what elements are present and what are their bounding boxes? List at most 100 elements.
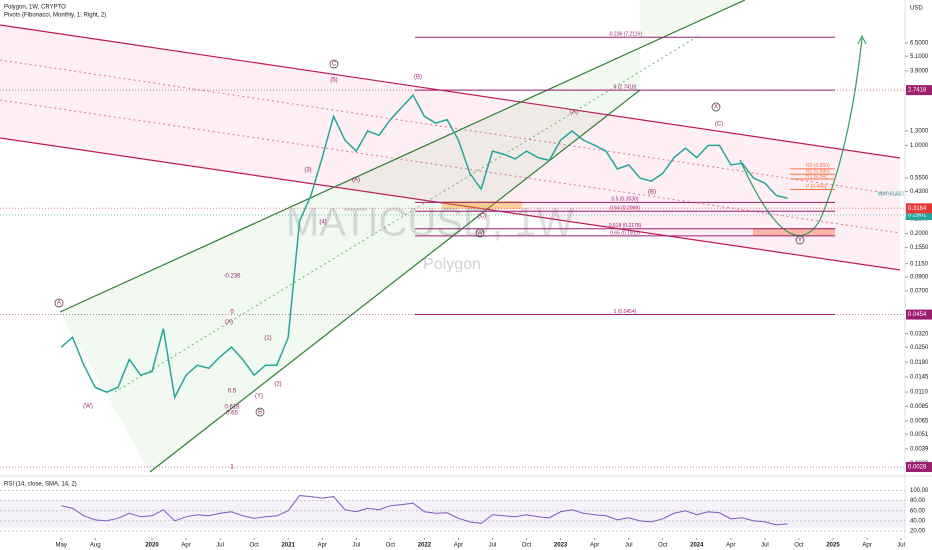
y-tick-label: 0.0700 [910,288,929,294]
x-tick-label: Aug [90,543,101,549]
x-tick-label: Apr [181,543,190,549]
x-tick-label: 2025 [826,543,840,549]
rsi-band [0,500,905,528]
x-tick-label: Apr [726,543,735,549]
x-tick-label: 2023 [554,543,568,549]
x-tick-label: Jul [625,543,633,549]
wave-label: (A) [570,110,578,116]
fib-label: 0.65 (0.1910) [610,230,640,236]
x-tick-label: Oct [658,543,668,549]
wave-label: (X) [225,320,233,326]
y-tick-label: 0.0900 [910,275,929,281]
wave-label: 0.5 [228,389,237,395]
wave-label: W [477,231,483,237]
watermark-name: Polygon [423,256,481,273]
channel-line [59,0,746,313]
rsi-title: RSI (14, close, SMA, 14, 2) [4,482,77,488]
fib-label: -0.236 (7.2116) [608,32,642,38]
y-tick-label: 0.1150 [910,261,929,267]
y-tick-label: 1.3000 [910,129,929,135]
x-tick-label: 2021 [282,543,296,549]
y-tick-label: 0.0065 [910,419,929,425]
price-tag-label: 0.0454 [908,312,927,318]
wave-label: (A) [352,178,360,184]
price-tag [906,462,932,473]
x-tick-label: Jul [897,543,905,549]
price-tag-label: 2.7418 [908,88,927,94]
x-tick-label: Oct [249,543,259,549]
wave-label: 1 [230,465,234,471]
zone [753,228,835,236]
wave-label: (5) [330,78,337,84]
pivot-label: R2 (0.590) [806,169,830,175]
x-tick-label: 2024 [690,543,704,549]
pivot-label: P (0.446) [806,184,827,190]
wave-label: 0 [230,310,234,316]
wave-circle [329,59,339,69]
x-tick-label: May [56,543,67,549]
x-tick-label: Apr [454,543,463,549]
wave-label: (B) [414,75,422,81]
y-tick-label: 0.0110 [910,390,929,396]
wave-label: (C) [478,214,486,220]
price-tag [906,309,932,320]
wave-circle [255,407,265,417]
wave-label: B [258,410,262,416]
symbol-tag: MATICUSD [878,192,904,198]
x-tick-label: Oct [522,543,532,549]
x-tick-label: Apr [590,543,599,549]
y-tick-label: 3.9000 [910,68,929,74]
fib-label: 0.618 (0.2178) [609,223,642,229]
y-tick-label: 0.0085 [910,404,929,410]
wave-label: 0.618 [224,405,240,411]
projection [739,37,863,237]
y-tick-label: 0.0320 [910,331,929,337]
x-tick-label: 2022 [418,543,432,549]
wave-label: -0.236 [223,274,241,280]
price-tag [906,203,932,214]
price-line-series [60,93,788,400]
x-tick-label: Jul [761,543,769,549]
x-tick-label: 2020 [145,543,159,549]
price-tag-label: 0.0028 [908,465,927,471]
wave-label: (2) [274,382,281,388]
pivot-label: R3 (0.650) [806,163,830,169]
fib-label: 0.5 (0.3530) [612,197,639,203]
wave-label: (C) [715,122,723,128]
y-tick-label: 1.0000 [910,143,929,149]
y-tick-label: 0.4300 [910,189,929,195]
price-tag [906,209,932,220]
y-tick-label: 0.2000 [910,231,929,237]
price-tag [906,85,932,96]
rsi-tick-label: 40.00 [910,518,926,524]
rsi-line [61,495,788,526]
header-indicator: Pivots (Fibonacci, Monthly, 1, Right, 2) [4,13,106,19]
wave-label: X [714,105,718,111]
wave-circle [711,102,721,112]
y-tick-label: 0.0051 [910,432,929,438]
wave-label: C [332,62,337,68]
y-tick-label: 6.5000 [910,40,929,46]
pivot-label: R1 (0.54) [806,173,827,179]
fib-label: 0.54 (0.2999) [610,206,640,212]
wave-label: (B) [648,190,656,196]
y-tick-label: 0.0039 [910,446,929,452]
wave-label: (1) [264,336,271,342]
zone [442,201,522,209]
wave-label: (3) [304,168,311,174]
currency: USD [910,6,923,12]
price-tag-label: 0.2801 [908,213,927,219]
channel-mid [0,99,901,234]
wave-circle [475,228,485,238]
rsi-tick-label: 60.00 [910,508,926,514]
y-tick-label: 0.0250 [910,345,929,351]
channel-mid [114,34,701,393]
y-tick-label: 0.1550 [910,245,929,251]
fib-label: 1 (0.0454) [614,309,637,315]
rsi-tick-label: 80.00 [910,498,926,504]
wave-label: 0.65 [226,411,238,417]
channel-line [0,137,901,271]
wave-label: A [57,301,61,307]
